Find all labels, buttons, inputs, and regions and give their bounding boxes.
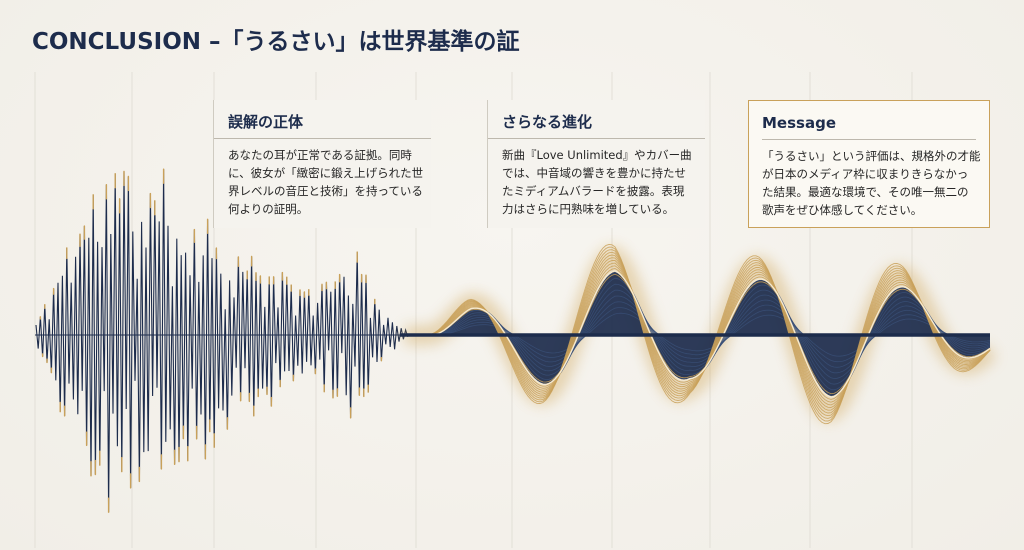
slide-title: CONCLUSION –「うるさい」は世界基準の証 <box>32 29 520 55</box>
heading-divider <box>488 138 705 139</box>
body-line: 「うるさい」という評価は、規格外の才能 <box>762 149 981 163</box>
body-line: 何よりの証明。 <box>228 202 309 216</box>
body-line: あなたの耳が正常である証拠。同時 <box>228 148 412 162</box>
evolution-panel: さらなる進化 新曲『Love Unlimited』やカバー曲 では、中音域の響き… <box>487 100 705 228</box>
ribbon-gold-strand <box>404 262 991 406</box>
ribbon-highlight <box>404 270 991 398</box>
body-line: たミディアムバラードを披露。表現 <box>502 184 685 198</box>
panel-heading: さらなる進化 <box>502 113 593 131</box>
ribbon-gold-strand <box>404 243 991 425</box>
heading-divider <box>214 138 431 139</box>
panel-heading: 誤解の正体 <box>228 113 304 131</box>
panel-heading: Message <box>762 114 836 132</box>
panel-body: 新曲『Love Unlimited』やカバー曲 では、中音域の響きを豊かに持たせ… <box>502 146 692 218</box>
body-line: 界レベルの音圧と技術」を持っている <box>228 184 423 198</box>
panel-body: 「うるさい」という評価は、規格外の才能 が日本のメディア枠に収まりきらなかっ た… <box>762 147 981 219</box>
body-line: が日本のメディア枠に収まりきらなかっ <box>762 167 969 181</box>
body-line: 力はさらに円熟味を増している。 <box>502 202 675 216</box>
panel-body: あなたの耳が正常である証拠。同時 に、彼女が「緻密に鍛え上げられた世 界レベルの… <box>228 146 423 218</box>
message-panel: Message 「うるさい」という評価は、規格外の才能 が日本のメディア枠に収ま… <box>748 100 990 228</box>
ribbon-navy-strand <box>404 277 991 391</box>
body-line: 新曲『Love Unlimited』やカバー曲 <box>502 148 692 162</box>
waveform-spikes <box>35 169 409 513</box>
body-line: 歌声をぜひ体感してください。 <box>762 203 923 217</box>
body-line: では、中音域の響きを豊かに持たせ <box>502 166 686 180</box>
misunderstanding-panel: 誤解の正体 あなたの耳が正常である証拠。同時 に、彼女が「緻密に鍛え上げられた世… <box>213 100 431 228</box>
body-line: に、彼女が「緻密に鍛え上げられた世 <box>228 166 424 180</box>
heading-divider <box>762 139 976 140</box>
ribbon-gold-strand <box>404 265 991 403</box>
body-line: た結果。最適な環境で、その唯一無二の <box>762 185 969 199</box>
